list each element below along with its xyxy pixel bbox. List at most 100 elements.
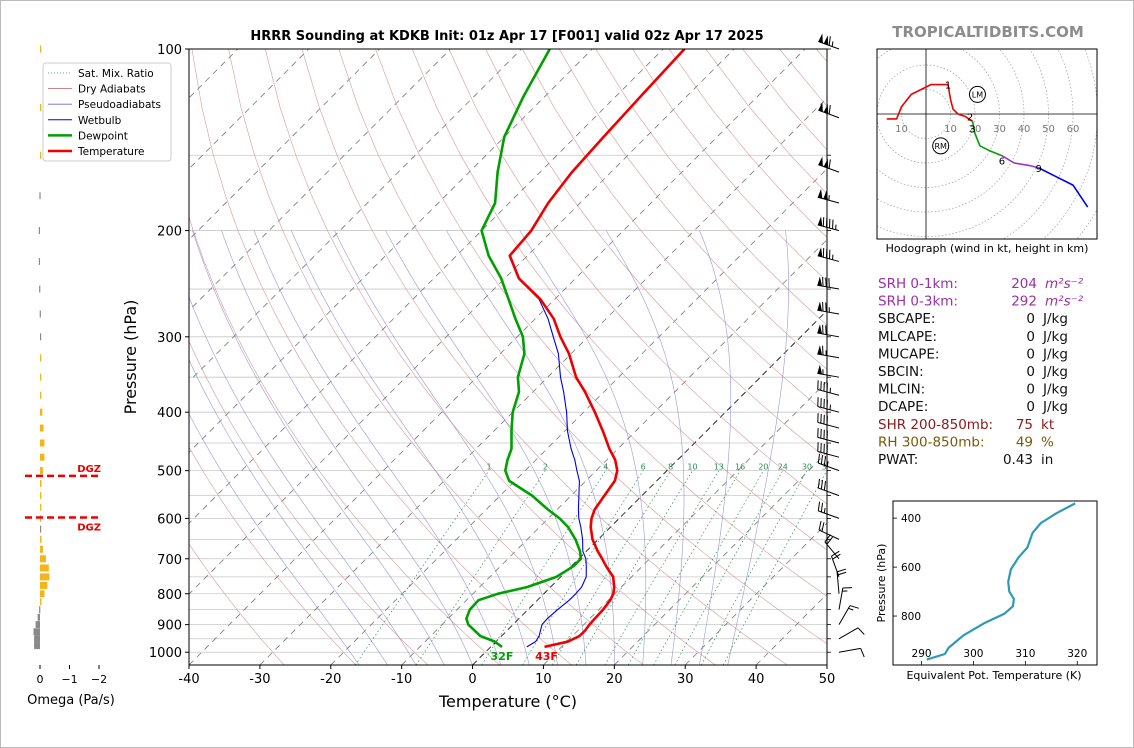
hodograph-trace <box>886 83 948 120</box>
mixing-ratio-line <box>627 470 741 665</box>
barb-full <box>836 568 847 573</box>
hodograph-ring-label: 30 <box>993 124 1006 135</box>
x-tick-label: 50 <box>819 672 836 687</box>
barb-staff <box>817 451 840 458</box>
isotherm-line <box>330 168 827 665</box>
isotherm-line <box>614 451 827 665</box>
omega-bar <box>40 479 42 487</box>
barb-flag <box>817 324 823 334</box>
omega-bar <box>40 590 45 598</box>
skewt-x-axis-label: Temperature (°C) <box>438 692 577 711</box>
moist-adiabat-line <box>189 296 417 665</box>
omega-panel: DGZ DGZ 0 −1 −2 Omega (Pa/s) <box>25 45 115 708</box>
moist-adiabat-line <box>519 230 647 665</box>
theta-e-profile-line <box>926 502 1076 661</box>
barb-staff <box>817 309 840 315</box>
dry-adiabat-line <box>558 49 827 370</box>
dgz-label: DGZ <box>77 464 101 475</box>
parameter-label: RH 300-850mb: <box>878 434 985 450</box>
hodograph-ring-label: 50 <box>1042 124 1055 135</box>
omega-bar <box>40 525 42 533</box>
legend-label: Dry Adiabats <box>78 84 146 96</box>
mixing-ratio-line <box>700 470 808 665</box>
mixing-ratio-line <box>355 470 490 665</box>
omega-bar <box>38 227 41 235</box>
parameter-label: SHR 200-850mb: <box>878 417 993 433</box>
skewt-panel: 1 2 4 6 8 10 13 16 20 24 30 36 32F 43F-40 -30 -20 -10 0 1… <box>42 33 865 711</box>
wind-barb <box>817 501 840 519</box>
skewt-plot-border <box>188 48 828 666</box>
parameter-unit: m²s⁻² <box>1045 276 1084 292</box>
wind-barb <box>817 442 840 458</box>
parameter-unit: J/kg <box>1042 382 1068 398</box>
hodograph-ring-label: 10 <box>895 124 908 135</box>
barb-half <box>823 507 826 514</box>
wind-barb <box>817 324 840 338</box>
mixing-ratio-label: 30 <box>802 463 812 472</box>
barb-flag <box>817 216 823 227</box>
hodograph-panel: 10 10 20 30 40 50 60 1 2 3 6 9 LM RM Hodograph (wind… <box>876 48 1098 255</box>
dry-adiabat-line <box>189 340 429 665</box>
parameter-row: RH 300-850mb: 49% <box>878 434 1054 450</box>
parameter-row: SRH 0-1km: 204 m²s⁻² <box>878 276 1084 292</box>
wind-barb <box>818 102 840 119</box>
moist-adiabat-line <box>446 230 615 665</box>
parameter-value: 292 <box>1011 294 1037 310</box>
legend-label: Sat. Mix. Ratio <box>78 68 154 80</box>
barb-full <box>832 553 841 560</box>
mixing-ratio-label: 16 <box>735 463 745 472</box>
hodograph-trace <box>1001 155 1039 169</box>
parameter-label: SRH 0-1km: <box>878 276 958 292</box>
omega-bar <box>35 621 40 629</box>
omega-bar <box>40 453 45 461</box>
barb-flag <box>817 364 823 375</box>
hodograph-trace <box>1038 167 1089 208</box>
isotherm-line <box>259 97 827 665</box>
omega-bar <box>40 492 42 500</box>
parameter-row: MLCIN: 0 J/kg <box>878 382 1068 398</box>
mixing-ratio-label: 36 <box>822 463 832 472</box>
surface-temperature-label: 43F <box>535 650 558 663</box>
mixing-ratio-label: 1 <box>486 463 491 472</box>
dry-adiabat-line <box>411 49 827 551</box>
dry-adiabat-line <box>189 446 357 665</box>
theta-e-y-tick-label: 600 <box>901 562 921 574</box>
barb-staff <box>836 571 840 594</box>
omega-bar <box>40 151 42 159</box>
barb-staff <box>818 510 840 519</box>
omega-bar <box>40 103 42 111</box>
theta-e-x-tick-label: 310 <box>1015 648 1035 660</box>
wind-barb <box>824 534 840 560</box>
barb-staff <box>818 109 840 119</box>
omega-bar <box>40 503 42 511</box>
theta-e-panel: 290 300 310 320 400 600 800 Equivalent Pot. Te… <box>875 500 1098 682</box>
parameter-value: 0 <box>1026 364 1035 380</box>
omega-bar <box>33 628 40 636</box>
y-tick-label: 800 <box>157 588 182 603</box>
barb-staff <box>818 462 840 472</box>
barb-staff <box>838 627 859 640</box>
omega-bar <box>40 45 42 53</box>
barb-staff <box>817 353 840 359</box>
hodograph-caption: Hodograph (wind in kt, height in km) <box>886 242 1089 255</box>
dry-adiabat-line <box>448 49 827 505</box>
barb-flag <box>817 188 823 199</box>
mixing-ratio-label: 20 <box>758 463 768 472</box>
moist-adiabat-line <box>253 230 502 665</box>
omega-bar <box>40 573 50 581</box>
omega-bar <box>40 354 42 362</box>
wetbulb-profile-line <box>508 49 685 648</box>
barb-full <box>823 481 827 491</box>
wind-barb <box>838 627 865 640</box>
storm-motion-marker <box>932 137 950 155</box>
barb-staff <box>817 436 840 444</box>
wind-barb-column <box>817 33 865 658</box>
barb-full <box>817 478 821 489</box>
wind-barb <box>817 428 840 444</box>
dry-adiabat-line <box>338 49 827 644</box>
barb-full <box>860 648 865 658</box>
barb-staff <box>818 529 840 540</box>
storm-motion-marker <box>968 85 986 103</box>
theta-e-x-tick-label: 320 <box>1067 648 1087 660</box>
theta-e-x-axis-label: Equivalent Pot. Temperature (K) <box>906 669 1081 682</box>
